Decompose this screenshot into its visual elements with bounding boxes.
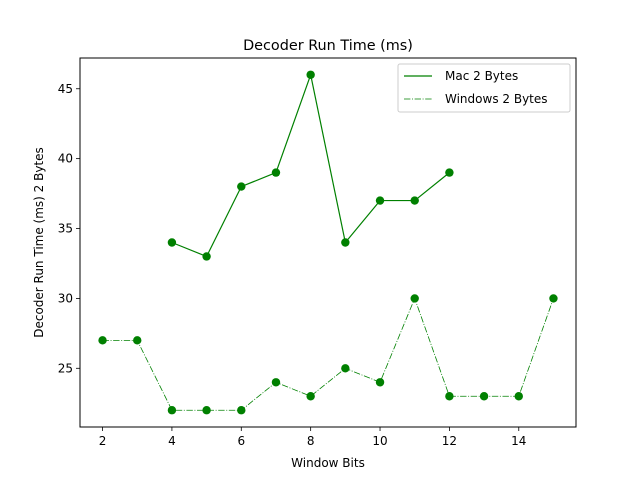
x-tick-label: 2 xyxy=(99,434,107,448)
y-tick-label: 25 xyxy=(58,361,73,375)
data-point-s1-6 xyxy=(341,238,350,247)
y-tick-label: 35 xyxy=(58,222,73,236)
data-point-s2-9 xyxy=(375,378,385,387)
x-tick-label: 4 xyxy=(168,434,176,448)
legend-label-2: Windows 2 Bytes xyxy=(445,92,548,106)
axis-ticks: 2 4 6 8 10 12 14 25 30 35 40 45 xyxy=(58,82,527,448)
data-point-s2-2 xyxy=(133,336,142,345)
data-point-s1-2 xyxy=(202,252,211,261)
plot-frame xyxy=(79,57,577,428)
data-point-s1-7 xyxy=(375,196,385,205)
data-point-s2-6 xyxy=(271,378,281,387)
data-point-s2-5 xyxy=(237,406,246,415)
x-tick-label: 10 xyxy=(372,434,387,448)
data-point-s1-1 xyxy=(167,238,177,247)
y-tick-label: 40 xyxy=(58,152,73,166)
data-point-s2-11 xyxy=(445,392,454,401)
series-line-2 xyxy=(102,298,554,411)
data-point-s2-10 xyxy=(410,294,419,303)
data-point-s2-13 xyxy=(514,392,523,401)
y-tick-label: 30 xyxy=(58,291,73,305)
data-point-s1-4 xyxy=(271,168,281,177)
legend-box xyxy=(397,63,571,113)
data-point-s2-1 xyxy=(98,336,107,345)
legend-label-1: Mac 2 Bytes xyxy=(445,69,518,83)
data-point-s2-7 xyxy=(306,392,315,401)
data-point-s1-3 xyxy=(237,182,246,191)
data-point-s2-12 xyxy=(479,392,489,401)
data-point-s2-8 xyxy=(341,364,350,373)
y-axis-label: Decoder Run Time (ms) 2 Bytes xyxy=(32,147,46,338)
x-tick-label: 14 xyxy=(511,434,526,448)
x-tick-label: 8 xyxy=(307,434,315,448)
x-tick-label: 12 xyxy=(442,434,457,448)
plot-area xyxy=(98,70,558,415)
data-point-s1-9 xyxy=(445,168,454,177)
chart-title: Decoder Run Time (ms) xyxy=(243,38,413,54)
data-point-s1-8 xyxy=(410,196,419,205)
data-point-s2-4 xyxy=(202,406,211,415)
x-axis-label: Window Bits xyxy=(291,456,365,470)
x-tick-label: 6 xyxy=(237,434,245,448)
data-point-s1-5 xyxy=(306,70,315,79)
y-tick-label: 45 xyxy=(58,82,73,96)
data-point-s2-14 xyxy=(549,294,558,303)
legend: Mac 2 Bytes Windows 2 Bytes xyxy=(397,63,571,113)
data-point-s2-3 xyxy=(167,406,177,415)
